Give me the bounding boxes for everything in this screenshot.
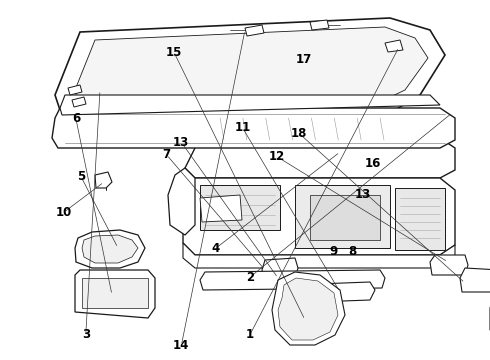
Polygon shape	[183, 178, 455, 255]
Polygon shape	[72, 97, 86, 107]
Polygon shape	[75, 230, 145, 268]
Text: 13: 13	[354, 188, 371, 201]
Text: 6: 6	[72, 112, 80, 125]
Polygon shape	[52, 108, 455, 148]
Polygon shape	[55, 18, 445, 110]
Polygon shape	[183, 243, 455, 268]
Text: 17: 17	[295, 53, 312, 66]
Text: 7: 7	[163, 148, 171, 161]
Text: 4: 4	[212, 242, 220, 255]
Text: 3: 3	[82, 328, 90, 341]
Text: 5: 5	[77, 170, 85, 183]
Text: 12: 12	[269, 150, 285, 163]
Polygon shape	[262, 258, 298, 280]
Text: 15: 15	[166, 46, 182, 59]
Polygon shape	[272, 272, 345, 345]
Text: 18: 18	[291, 127, 307, 140]
Polygon shape	[285, 282, 375, 303]
Polygon shape	[430, 255, 468, 275]
Polygon shape	[75, 27, 428, 102]
Polygon shape	[168, 168, 195, 235]
Polygon shape	[60, 95, 440, 115]
Text: 8: 8	[349, 246, 357, 258]
Polygon shape	[75, 270, 155, 318]
Text: 13: 13	[173, 136, 190, 149]
Polygon shape	[200, 270, 385, 290]
Polygon shape	[200, 195, 242, 222]
Text: 14: 14	[173, 339, 190, 352]
Polygon shape	[385, 40, 403, 52]
Polygon shape	[310, 195, 380, 240]
Text: 11: 11	[234, 121, 251, 134]
Polygon shape	[460, 268, 490, 292]
Text: 2: 2	[246, 271, 254, 284]
Polygon shape	[95, 172, 112, 188]
Polygon shape	[395, 188, 445, 250]
Polygon shape	[310, 20, 329, 30]
Polygon shape	[278, 278, 338, 340]
Polygon shape	[295, 185, 390, 248]
Polygon shape	[245, 25, 264, 36]
Text: 10: 10	[55, 206, 72, 219]
Polygon shape	[82, 278, 148, 308]
Text: 9: 9	[329, 246, 337, 258]
Polygon shape	[82, 235, 138, 263]
Text: 1: 1	[246, 328, 254, 341]
Text: 16: 16	[364, 157, 381, 170]
Polygon shape	[185, 138, 455, 178]
Polygon shape	[200, 185, 280, 230]
Polygon shape	[68, 85, 82, 95]
